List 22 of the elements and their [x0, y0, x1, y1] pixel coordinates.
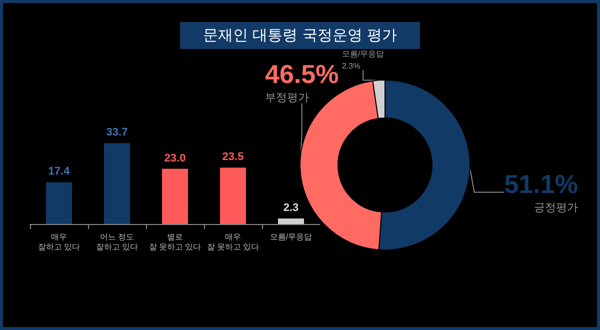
data-label: 46.5%	[265, 59, 339, 89]
x-tick-label: 매우 잘하고 있다	[38, 232, 80, 252]
x-tick-label: 모름/무응답	[270, 232, 312, 242]
data-label: 2.3%	[342, 62, 360, 70]
x-tick-label: 별로 잘 못하고 있다	[148, 232, 202, 252]
data-label: 51.1%	[504, 169, 578, 199]
x-tick-label: 매우 잘 못하고 있다	[206, 232, 260, 252]
data-label: 2.3	[283, 202, 299, 214]
data-label: 23.0	[164, 152, 186, 164]
chart-title: 문재인 대통령 국정운영 평가	[180, 22, 420, 49]
bar	[220, 168, 246, 224]
data-label: 23.5	[222, 151, 244, 164]
bar	[104, 143, 130, 224]
bar	[46, 182, 72, 224]
slice-label: 긍정평가	[534, 202, 578, 214]
bar	[278, 218, 304, 224]
slice-label: 부정평가	[265, 92, 309, 104]
slice-label: 모름/무응답	[342, 50, 384, 58]
data-label: 17.4	[48, 166, 71, 178]
data-label: 33.7	[106, 126, 128, 139]
bar	[162, 168, 188, 224]
x-tick-label: 어느 정도 잘하고 있다	[96, 232, 138, 252]
